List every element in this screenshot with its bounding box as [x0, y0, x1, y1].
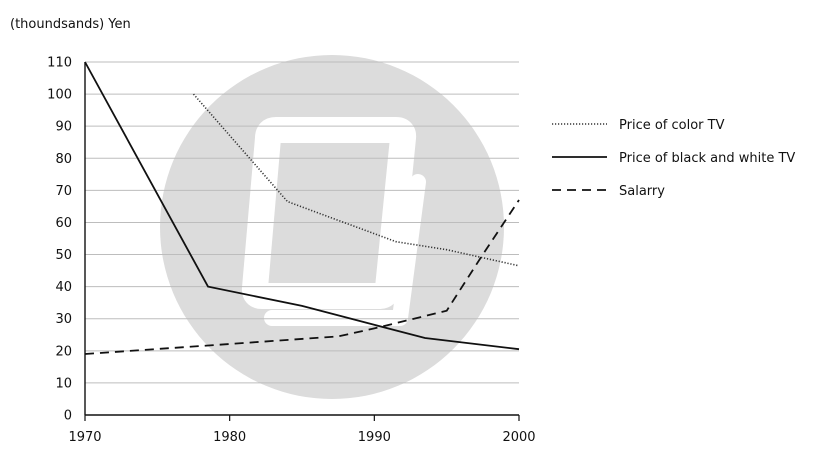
y-tick-label: 90 — [55, 120, 72, 135]
y-tick-label: 40 — [55, 280, 72, 295]
y-tick-label: 100 — [47, 88, 72, 103]
y-tick-label: 0 — [64, 409, 72, 424]
y-tick-label: 50 — [55, 248, 72, 263]
y-tick-label: 60 — [55, 216, 72, 231]
axes — [84, 62, 520, 421]
x-tick-label: 2000 — [502, 430, 535, 445]
y-tick-labels: 0 10 20 30 40 50 60 70 80 90 100 110 — [47, 56, 72, 424]
legend-label-0: Price of color TV — [619, 118, 725, 133]
y-tick-label: 10 — [55, 376, 72, 391]
x-tick-labels: 1970 1980 1990 2000 — [68, 430, 535, 445]
series-line-2 — [84, 199, 520, 355]
y-tick-label: 70 — [55, 184, 72, 199]
y-tick-label: 110 — [47, 56, 72, 71]
y-tick-label: 30 — [55, 312, 72, 327]
x-tick-label: 1990 — [358, 430, 391, 445]
series-line-0 — [192, 93, 520, 267]
legend: Price of color TV Price of black and whit… — [552, 118, 795, 199]
grid-lines — [85, 61, 519, 384]
x-tick-label: 1980 — [213, 430, 246, 445]
series-line-1 — [84, 61, 520, 351]
y-tick-label: 20 — [55, 344, 72, 359]
series-lines — [84, 61, 520, 355]
legend-label-1: Price of black and white TV — [619, 151, 795, 166]
y-tick-label: 80 — [55, 152, 72, 167]
legend-label-2: Salarry — [619, 184, 665, 199]
y-axis-label: (thoundsands) Yen — [10, 17, 131, 32]
x-tick-label: 1970 — [68, 430, 101, 445]
book-watermark-icon — [160, 55, 504, 399]
